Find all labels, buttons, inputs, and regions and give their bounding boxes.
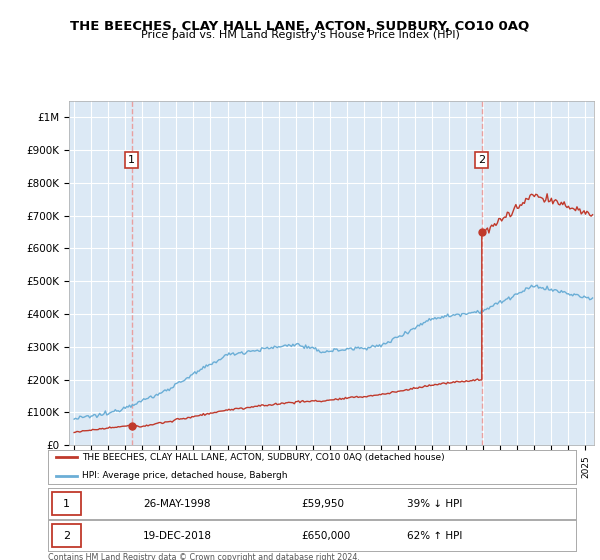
Text: 26-MAY-1998: 26-MAY-1998 [143,499,211,508]
Text: 39% ↓ HPI: 39% ↓ HPI [407,499,463,508]
Text: £59,950: £59,950 [301,499,344,508]
Text: THE BEECHES, CLAY HALL LANE, ACTON, SUDBURY, CO10 0AQ (detached house): THE BEECHES, CLAY HALL LANE, ACTON, SUDB… [82,453,445,462]
Text: £650,000: £650,000 [301,531,350,540]
Text: 1: 1 [63,499,70,508]
Text: THE BEECHES, CLAY HALL LANE, ACTON, SUDBURY, CO10 0AQ: THE BEECHES, CLAY HALL LANE, ACTON, SUDB… [70,20,530,32]
Text: 1: 1 [128,155,135,165]
Text: 62% ↑ HPI: 62% ↑ HPI [407,531,463,540]
Text: 2: 2 [63,531,70,540]
FancyBboxPatch shape [52,524,81,547]
Text: HPI: Average price, detached house, Babergh: HPI: Average price, detached house, Babe… [82,471,288,480]
Text: Contains HM Land Registry data © Crown copyright and database right 2024.
This d: Contains HM Land Registry data © Crown c… [48,553,360,560]
Text: 19-DEC-2018: 19-DEC-2018 [143,531,212,540]
Text: 2: 2 [478,155,485,165]
Text: Price paid vs. HM Land Registry's House Price Index (HPI): Price paid vs. HM Land Registry's House … [140,30,460,40]
FancyBboxPatch shape [52,492,81,515]
